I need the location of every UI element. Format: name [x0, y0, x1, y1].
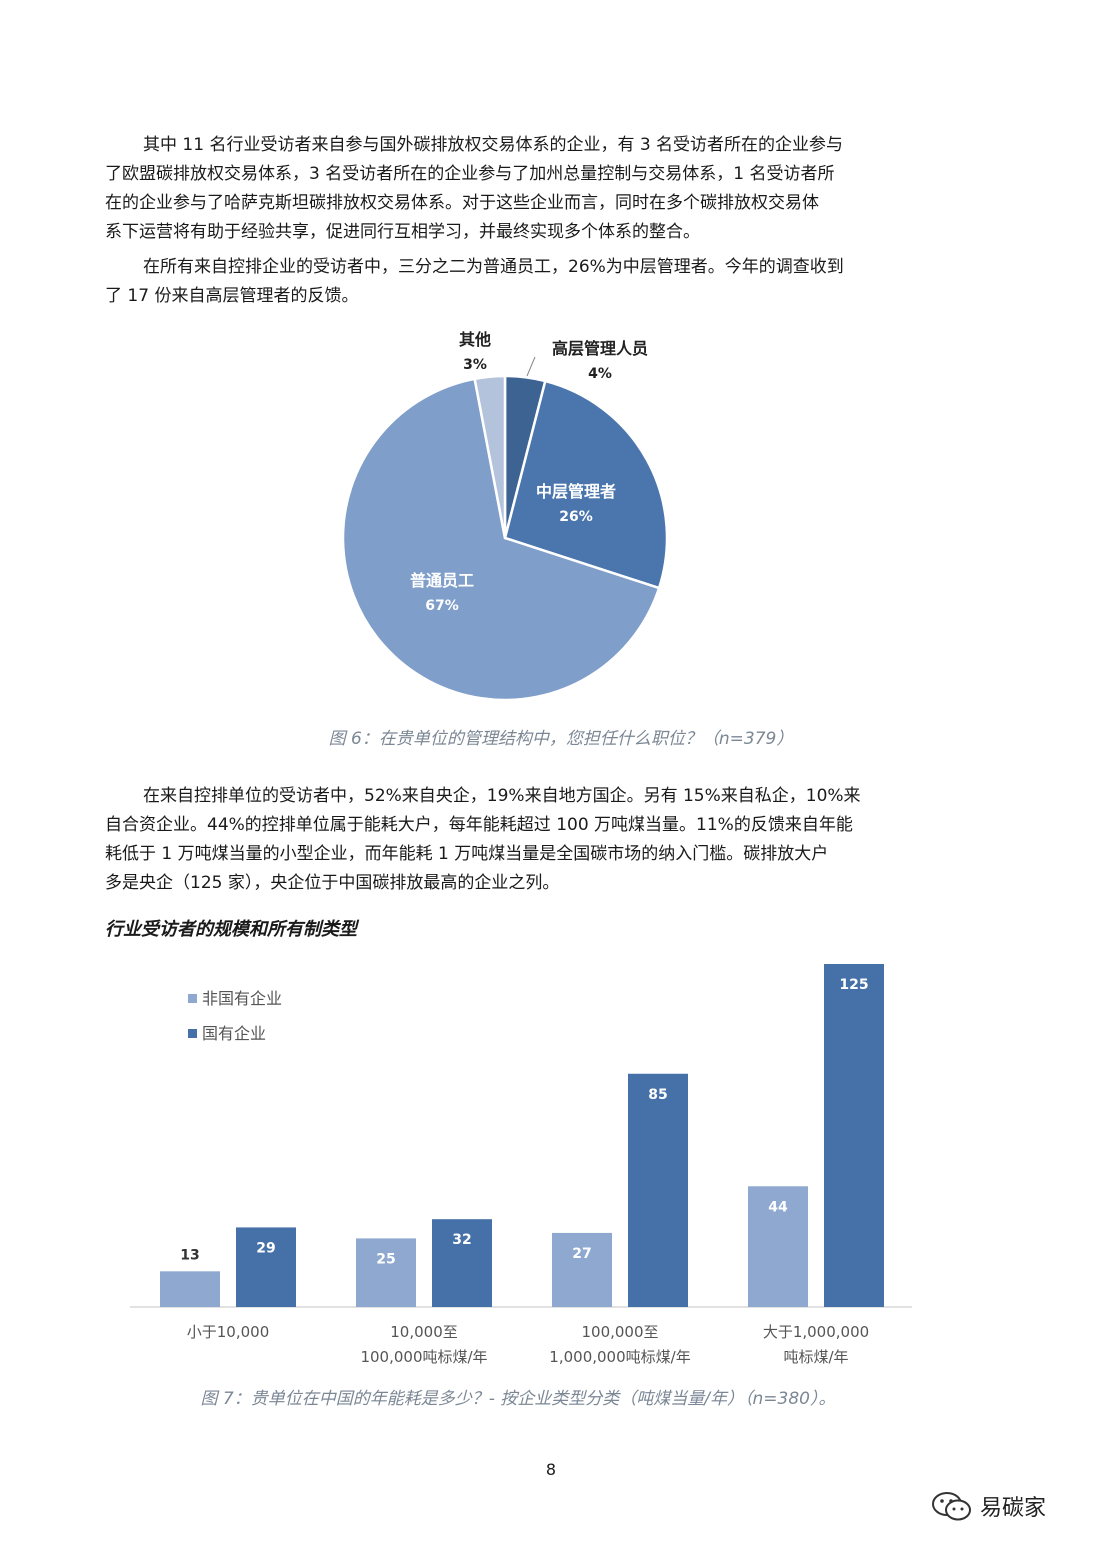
- pie-slice-value: 4%: [588, 366, 612, 382]
- figure-6-caption: 图 6：在贵单位的管理结构中，您担任什么职位？（n=379）: [328, 729, 794, 749]
- paragraph-line: 系下运营将有助于经验共享，促进同行互相学习，并最终实现多个体系的整合。: [105, 222, 700, 242]
- pie-slice-label: 普通员工: [410, 571, 474, 590]
- legend-label: 国有企业: [202, 1024, 266, 1043]
- bar-value-label: 13: [180, 1247, 199, 1263]
- legend-swatch: [188, 1029, 197, 1038]
- pie-slice-label: 中层管理者: [536, 482, 616, 501]
- pie-chart: 高层管理人员 4% 中层管理者 26% 普通员工 67% 其他 3%: [341, 330, 669, 702]
- paragraph-line: 在来自控排单位的受访者中，52%来自央企，19%来自地方国企。另有 15%来自私…: [143, 786, 861, 806]
- bar-value-label: 29: [256, 1240, 275, 1256]
- wechat-icon: [932, 1492, 971, 1521]
- page-number: 8: [545, 1460, 557, 1479]
- bar: [824, 964, 884, 1307]
- paragraph-line: 在所有来自控排企业的受访者中，三分之二为普通员工，26%为中层管理者。今年的调查…: [143, 257, 844, 277]
- bar: [236, 1227, 296, 1307]
- paragraph-line: 多是央企（125 家），央企位于中国碳排放最高的企业之列。: [105, 873, 560, 893]
- bar-value-label: 44: [768, 1199, 788, 1215]
- bar-value-label: 125: [839, 977, 868, 993]
- bar-value-label: 25: [376, 1251, 395, 1267]
- bar: [160, 1271, 220, 1307]
- paragraph-line: 耗低于 1 万吨煤当量的小型企业，而年能耗 1 万吨煤当量是全国碳市场的纳入门槛…: [105, 844, 829, 864]
- paragraph-1: 其中 11 名行业受访者来自参与国外碳排放权交易体系的企业，有 3 名受访者所在…: [105, 131, 937, 247]
- bar-value-label: 85: [648, 1087, 667, 1103]
- category-label: 1,000,000吨标煤/年: [549, 1348, 690, 1366]
- leader-line: [526, 356, 536, 377]
- bar: [628, 1073, 688, 1307]
- bar-value-label: 32: [452, 1232, 471, 1248]
- section-heading: 行业受访者的规模和所有制类型: [105, 919, 357, 940]
- pie-slice: [503, 379, 669, 590]
- figure-7-caption: 图 7：贵单位在中国的年能耗是多少？- 按企业类型分类（吨煤当量/年）（n=38…: [200, 1389, 836, 1409]
- category-label: 100,000吨标煤/年: [360, 1348, 487, 1366]
- category-label: 大于1,000,000: [763, 1323, 869, 1341]
- bar-value-label: 27: [572, 1246, 591, 1262]
- pie-slice-value: 26%: [559, 509, 593, 525]
- pie-slice-value: 67%: [425, 598, 459, 614]
- paragraph-line: 其中 11 名行业受访者来自参与国外碳排放权交易体系的企业，有 3 名受访者所在…: [143, 135, 844, 155]
- pie-slice-value: 3%: [463, 357, 487, 373]
- paragraph-line: 了欧盟碳排放权交易体系，3 名受访者所在的企业参与了加州总量控制与交易体系，1 …: [105, 164, 835, 184]
- category-label: 100,000至: [581, 1323, 658, 1341]
- bar: [748, 1186, 808, 1307]
- legend-swatch: [188, 994, 197, 1003]
- paragraph-line: 了 17 份来自高层管理者的反馈。: [105, 286, 359, 306]
- pie-slice: [341, 377, 661, 702]
- bar-chart: 13 29 小于10,000 25 32 10,000至 100,000吨标煤/年 27 85 1…: [130, 964, 912, 1366]
- pie-slice-label: 其他: [459, 330, 491, 349]
- pie-slice: [473, 374, 507, 539]
- watermark: 易碳家: [930, 1488, 1046, 1524]
- category-label: 小于10,000: [187, 1323, 270, 1341]
- category-label: 吨标煤/年: [783, 1348, 848, 1366]
- bar: [432, 1219, 492, 1307]
- paragraph-line: 自合资企业。44%的控排单位属于能耗大户，每年能耗超过 100 万吨煤当量。11…: [105, 815, 853, 835]
- category-label: 10,000至: [390, 1323, 458, 1341]
- paragraph-2: 在所有来自控排企业的受访者中，三分之二为普通员工，26%为中层管理者。今年的调查…: [105, 253, 937, 311]
- bar: [552, 1232, 612, 1307]
- legend-label: 非国有企业: [202, 989, 282, 1008]
- paragraph-3: 在来自控排单位的受访者中，52%来自央企，19%来自地方国企。另有 15%来自私…: [105, 782, 937, 898]
- bar: [356, 1238, 416, 1307]
- watermark-text: 易碳家: [980, 1496, 1047, 1521]
- pie-slice-label: 高层管理人员: [552, 339, 648, 358]
- paragraph-line: 在的企业参与了哈萨克斯坦碳排放权交易体系。对于这些企业而言，同时在多个碳排放权交…: [105, 193, 819, 213]
